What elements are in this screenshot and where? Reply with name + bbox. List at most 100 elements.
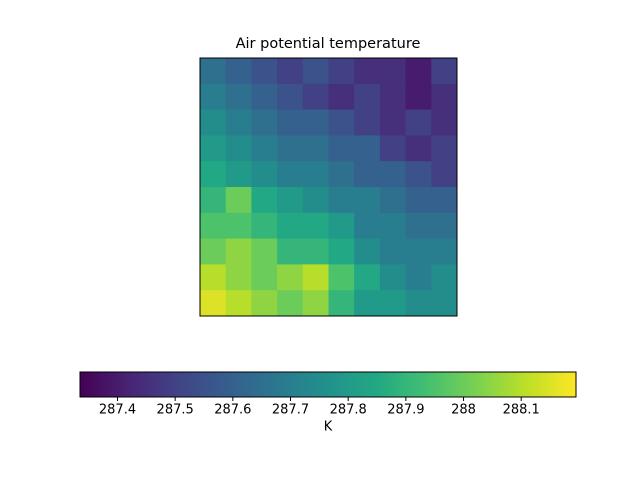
heatmap-cell <box>302 135 329 162</box>
heatmap-cell <box>277 135 304 162</box>
heatmap-cell <box>431 161 458 188</box>
heatmap-cell <box>405 264 432 291</box>
heatmap-cell <box>277 161 304 188</box>
heatmap-cell <box>200 58 227 85</box>
heatmap-cell <box>354 290 381 317</box>
heatmap-cell <box>277 238 304 265</box>
heatmap-cell <box>405 187 432 214</box>
heatmap-cell <box>431 212 458 240</box>
heatmap-cell <box>328 161 355 188</box>
heatmap-cell <box>328 83 355 111</box>
heatmap-cell <box>225 187 252 214</box>
heatmap-cell <box>379 187 407 214</box>
heatmap-cell <box>225 109 252 136</box>
heatmap-cell <box>379 135 407 162</box>
heatmap-cell <box>251 212 278 240</box>
heatmap-cell <box>225 290 252 317</box>
heatmap-cell <box>302 109 329 136</box>
heatmap-cell <box>302 212 329 240</box>
heatmap-cell <box>405 161 432 188</box>
heatmap-cell <box>354 187 381 214</box>
colorbar-tick-label: 287.4 <box>99 403 136 418</box>
colorbar-tick-label: 287.7 <box>272 403 309 418</box>
heatmap-cell <box>200 238 227 265</box>
heatmap-cell <box>200 161 227 188</box>
colorbar-tick-label: 287.9 <box>387 403 424 418</box>
chart-title: Air potential temperature <box>236 36 421 52</box>
heatmap <box>200 58 458 317</box>
heatmap-cell <box>354 58 381 85</box>
heatmap-cell <box>302 290 329 317</box>
heatmap-cell <box>405 109 432 136</box>
heatmap-cell <box>405 135 432 162</box>
heatmap-cell <box>302 161 329 188</box>
heatmap-cell <box>277 290 304 317</box>
heatmap-cell <box>277 264 304 291</box>
heatmap-cell <box>200 264 227 291</box>
heatmap-cell <box>251 161 278 188</box>
heatmap-cell <box>328 187 355 214</box>
colorbar-label: K <box>324 420 333 435</box>
heatmap-cell <box>251 83 278 111</box>
heatmap-cell <box>328 264 355 291</box>
heatmap-cell <box>431 83 458 111</box>
heatmap-cell <box>431 238 458 265</box>
colorbar-tick-label: 287.8 <box>330 403 367 418</box>
heatmap-cell <box>405 290 432 317</box>
heatmap-cell <box>354 212 381 240</box>
colorbar-tick-label: 288.1 <box>503 403 540 418</box>
heatmap-cell <box>379 238 407 265</box>
heatmap-cell <box>379 161 407 188</box>
plot-frame <box>199 57 458 317</box>
heatmap-cell <box>251 58 278 85</box>
heatmap-cell <box>379 109 407 136</box>
heatmap-cell <box>225 212 252 240</box>
heatmap-cell <box>354 238 381 265</box>
heatmap-cell <box>431 58 458 85</box>
heatmap-cell <box>328 238 355 265</box>
heatmap-cell <box>302 238 329 265</box>
heatmap-cell <box>328 212 355 240</box>
colorbar-tick-label: 288 <box>451 403 476 418</box>
heatmap-cell <box>277 83 304 111</box>
heatmap-cell <box>200 290 227 317</box>
heatmap-cell <box>328 290 355 317</box>
heatmap-cell <box>431 135 458 162</box>
heatmap-cell <box>200 135 227 162</box>
heatmap-cell <box>225 238 252 265</box>
heatmap-cell <box>328 109 355 136</box>
heatmap-cell <box>200 212 227 240</box>
heatmap-cell <box>251 264 278 291</box>
heatmap-cell <box>354 135 381 162</box>
heatmap-cell <box>225 83 252 111</box>
heatmap-cell <box>379 58 407 85</box>
heatmap-cell <box>379 83 407 111</box>
heatmap-cell <box>251 290 278 317</box>
heatmap-cell <box>302 83 329 111</box>
heatmap-cell <box>328 135 355 162</box>
heatmap-cell <box>431 187 458 214</box>
heatmap-cell <box>225 264 252 291</box>
heatmap-cell <box>200 109 227 136</box>
heatmap-cell <box>379 290 407 317</box>
heatmap-cell <box>277 109 304 136</box>
heatmap-cell <box>354 83 381 111</box>
colorbar <box>79 371 577 398</box>
heatmap-cell <box>225 161 252 188</box>
colorbar-tick-label: 287.6 <box>214 403 251 418</box>
heatmap-cell <box>405 58 432 85</box>
colorbar-tick-label: 287.5 <box>157 403 194 418</box>
heatmap-cell <box>354 161 381 188</box>
heatmap-cell <box>251 187 278 214</box>
heatmap-cell <box>251 109 278 136</box>
heatmap-cell <box>405 83 432 111</box>
heatmap-cell <box>225 135 252 162</box>
heatmap-cell <box>251 238 278 265</box>
heatmap-cell <box>405 212 432 240</box>
heatmap-cell <box>379 264 407 291</box>
heatmap-cell <box>354 109 381 136</box>
heatmap-cell <box>431 264 458 291</box>
heatmap-cell <box>277 212 304 240</box>
heatmap-cell <box>200 83 227 111</box>
